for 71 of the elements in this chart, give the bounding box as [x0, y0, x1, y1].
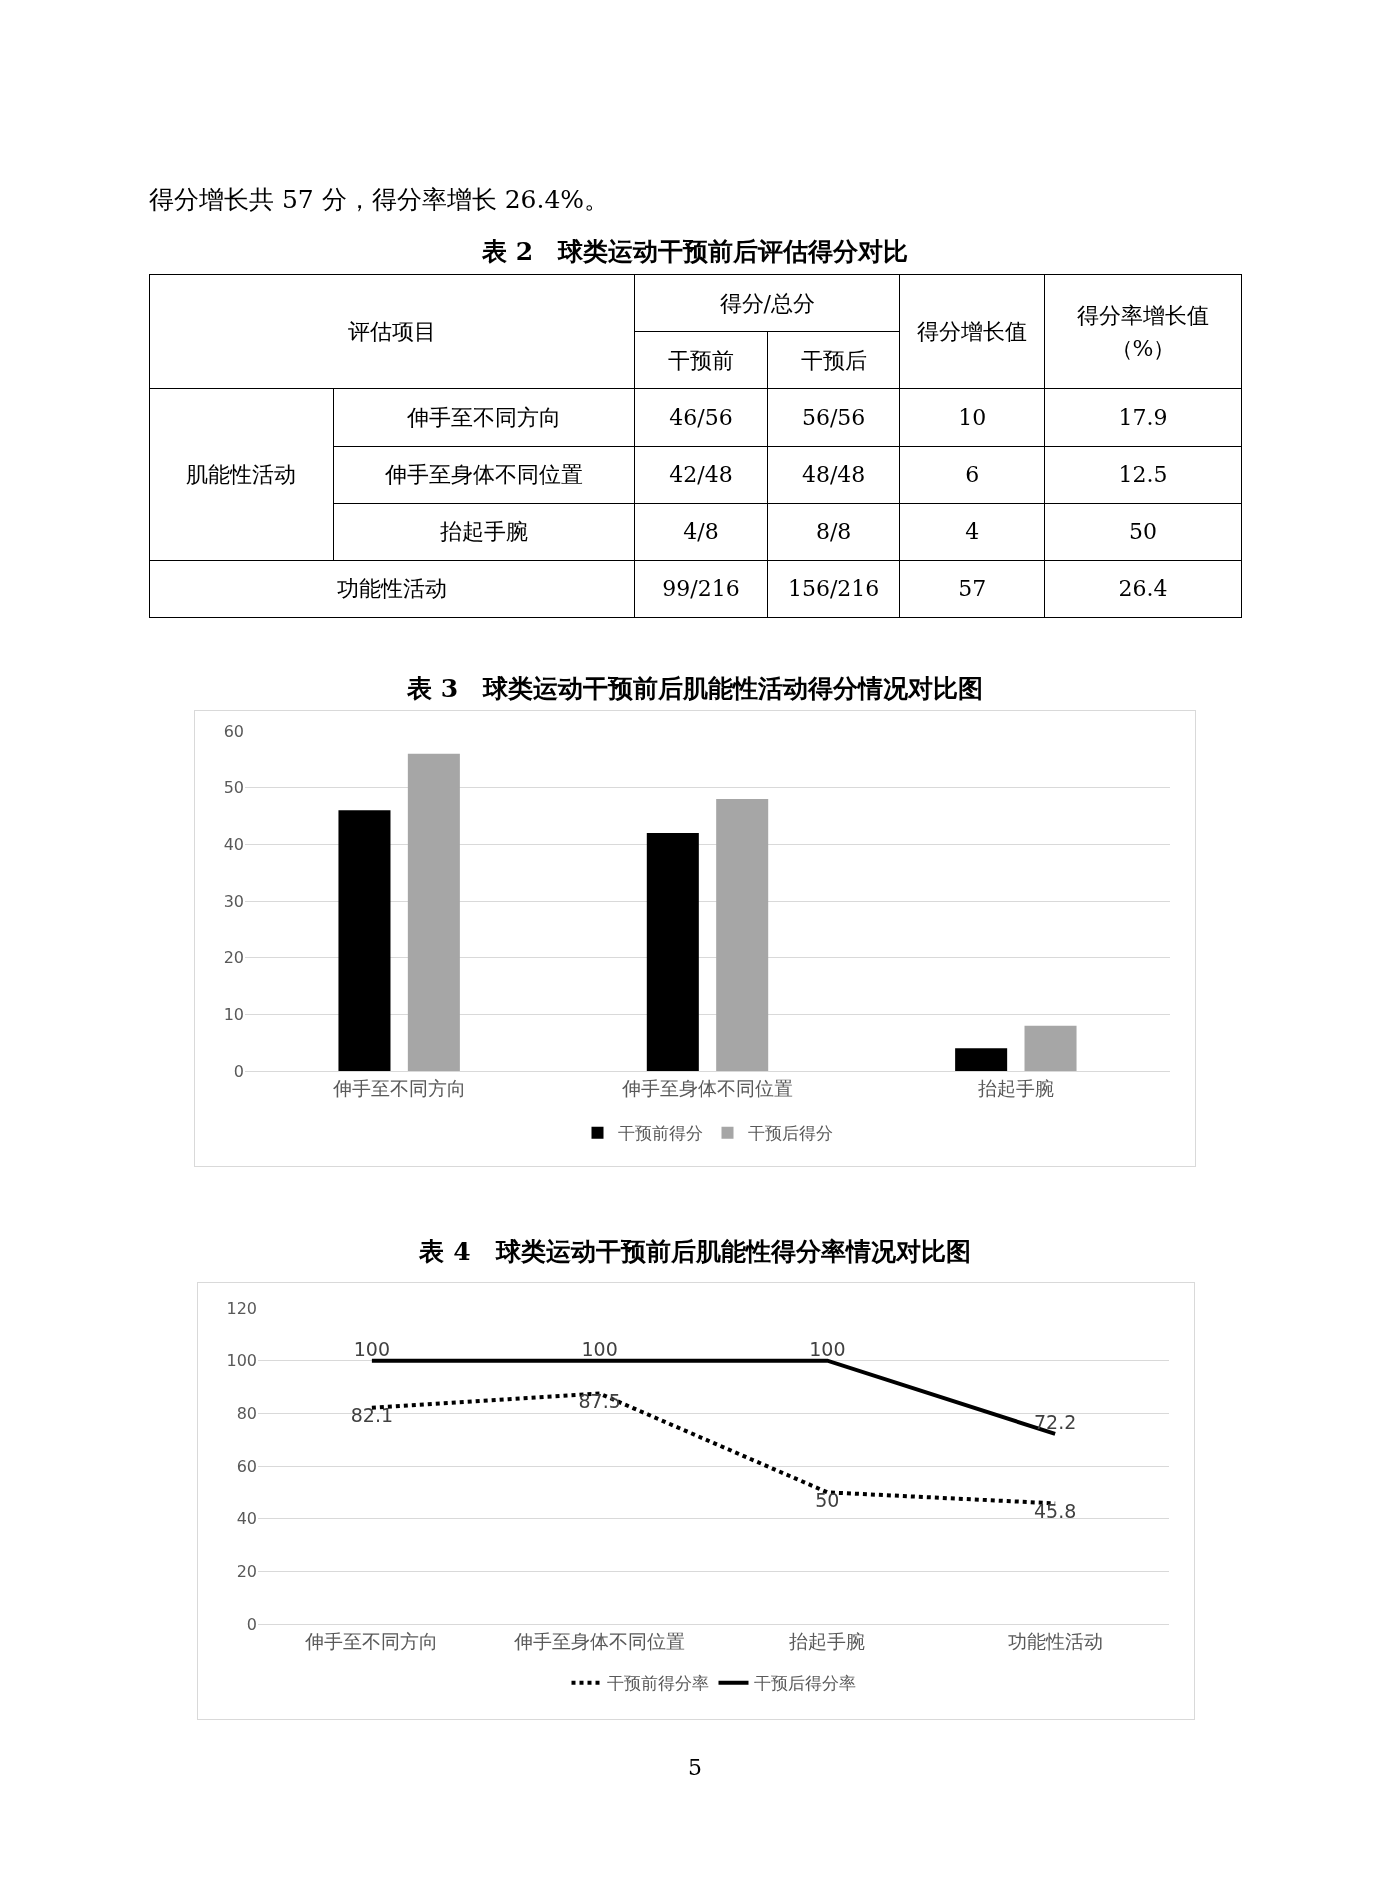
legend-label: 干预前得分率 [606, 1673, 709, 1694]
y-tick-label: 20 [236, 1561, 257, 1581]
text: 干预前 [668, 347, 735, 373]
text: 12.5 [1118, 462, 1168, 488]
y-tick-label: 10 [223, 1004, 244, 1024]
text: 得分增长共 57 分，得分率增长 26.4%。 [149, 184, 610, 216]
y-tick-label: 120 [226, 1298, 257, 1318]
text: 评估项目 [348, 319, 437, 345]
text: 4 [965, 519, 980, 545]
text: 42/48 [669, 462, 733, 488]
y-tick-label: 0 [233, 1061, 244, 1081]
data-label: 82.1 [350, 1404, 394, 1427]
legend-label: 干预后得分率 [753, 1673, 856, 1694]
text: 50 [1129, 519, 1158, 545]
text: 26.4 [1118, 576, 1168, 602]
text: 17.9 [1118, 404, 1168, 430]
bar [338, 810, 391, 1071]
text: 4/8 [683, 519, 719, 545]
text: 6 [965, 462, 980, 488]
text: 肌能性活动 [186, 462, 297, 488]
x-tick-label: 伸手至身体不同位置 [513, 1629, 686, 1652]
y-tick-label: 80 [236, 1403, 257, 1423]
y-tick-label: 50 [223, 778, 244, 798]
text: 得分增长值 [917, 319, 1028, 345]
y-tick-label: 0 [246, 1614, 257, 1634]
text: 57 [958, 576, 987, 602]
text: 46/56 [669, 404, 733, 430]
text: 48/48 [801, 462, 866, 488]
chart-title: 表 4 球类运动干预前后肌能性得分率情况对比图 [418, 1236, 972, 1268]
x-tick-label: 伸手至不同方向 [304, 1629, 439, 1652]
data-label: 100 [809, 1337, 846, 1360]
y-tick-label: 40 [236, 1509, 257, 1529]
bar [646, 833, 699, 1071]
legend-label: 干预前得分 [617, 1123, 703, 1144]
chart-title: 表 3 球类运动干预前后肌能性活动得分情况对比图 [405, 673, 985, 705]
data-label: 50 [815, 1488, 840, 1511]
data-label: 72.2 [1033, 1411, 1077, 1434]
text: 抬起手腕 [440, 519, 529, 545]
text: 10 [958, 404, 987, 430]
x-tick-label: 功能性活动 [1007, 1629, 1103, 1652]
text: 功能性活动 [337, 576, 448, 602]
text: 8/8 [815, 519, 852, 545]
x-tick-label: 伸手至身体不同位置 [621, 1076, 793, 1099]
y-tick-label: 60 [236, 1456, 257, 1476]
y-tick-label: 20 [223, 948, 244, 968]
x-tick-label: 抬起手腕 [789, 1629, 866, 1652]
data-label: 100 [581, 1337, 618, 1360]
text: 99/216 [662, 576, 740, 602]
text: 干预后 [800, 347, 867, 373]
y-tick-label: 60 [223, 721, 244, 741]
bar [1024, 1025, 1077, 1071]
text: 5 [687, 1755, 703, 1780]
data-label: 100 [353, 1337, 391, 1360]
bar [716, 799, 769, 1071]
text: 表 2 球类运动干预前后评估得分对比 [480, 236, 910, 268]
text: 156/216 [787, 576, 880, 602]
text: 得分率增长值（%） [1077, 302, 1210, 361]
text: 伸手至身体不同位置 [385, 462, 584, 488]
data-label: 45.8 [1033, 1499, 1077, 1522]
text: 伸手至不同方向 [407, 404, 562, 430]
x-tick-label: 抬起手腕 [977, 1076, 1054, 1099]
data-label: 87.5 [578, 1389, 621, 1412]
bar [407, 753, 460, 1071]
text: 得分/总分 [719, 290, 816, 316]
bar [955, 1048, 1008, 1071]
x-tick-label: 伸手至不同方向 [331, 1076, 466, 1099]
legend-label: 干预后得分 [747, 1123, 833, 1144]
text: 56/56 [801, 404, 866, 430]
y-tick-label: 30 [223, 891, 244, 911]
y-tick-label: 40 [223, 834, 244, 854]
y-tick-label: 100 [226, 1351, 257, 1371]
